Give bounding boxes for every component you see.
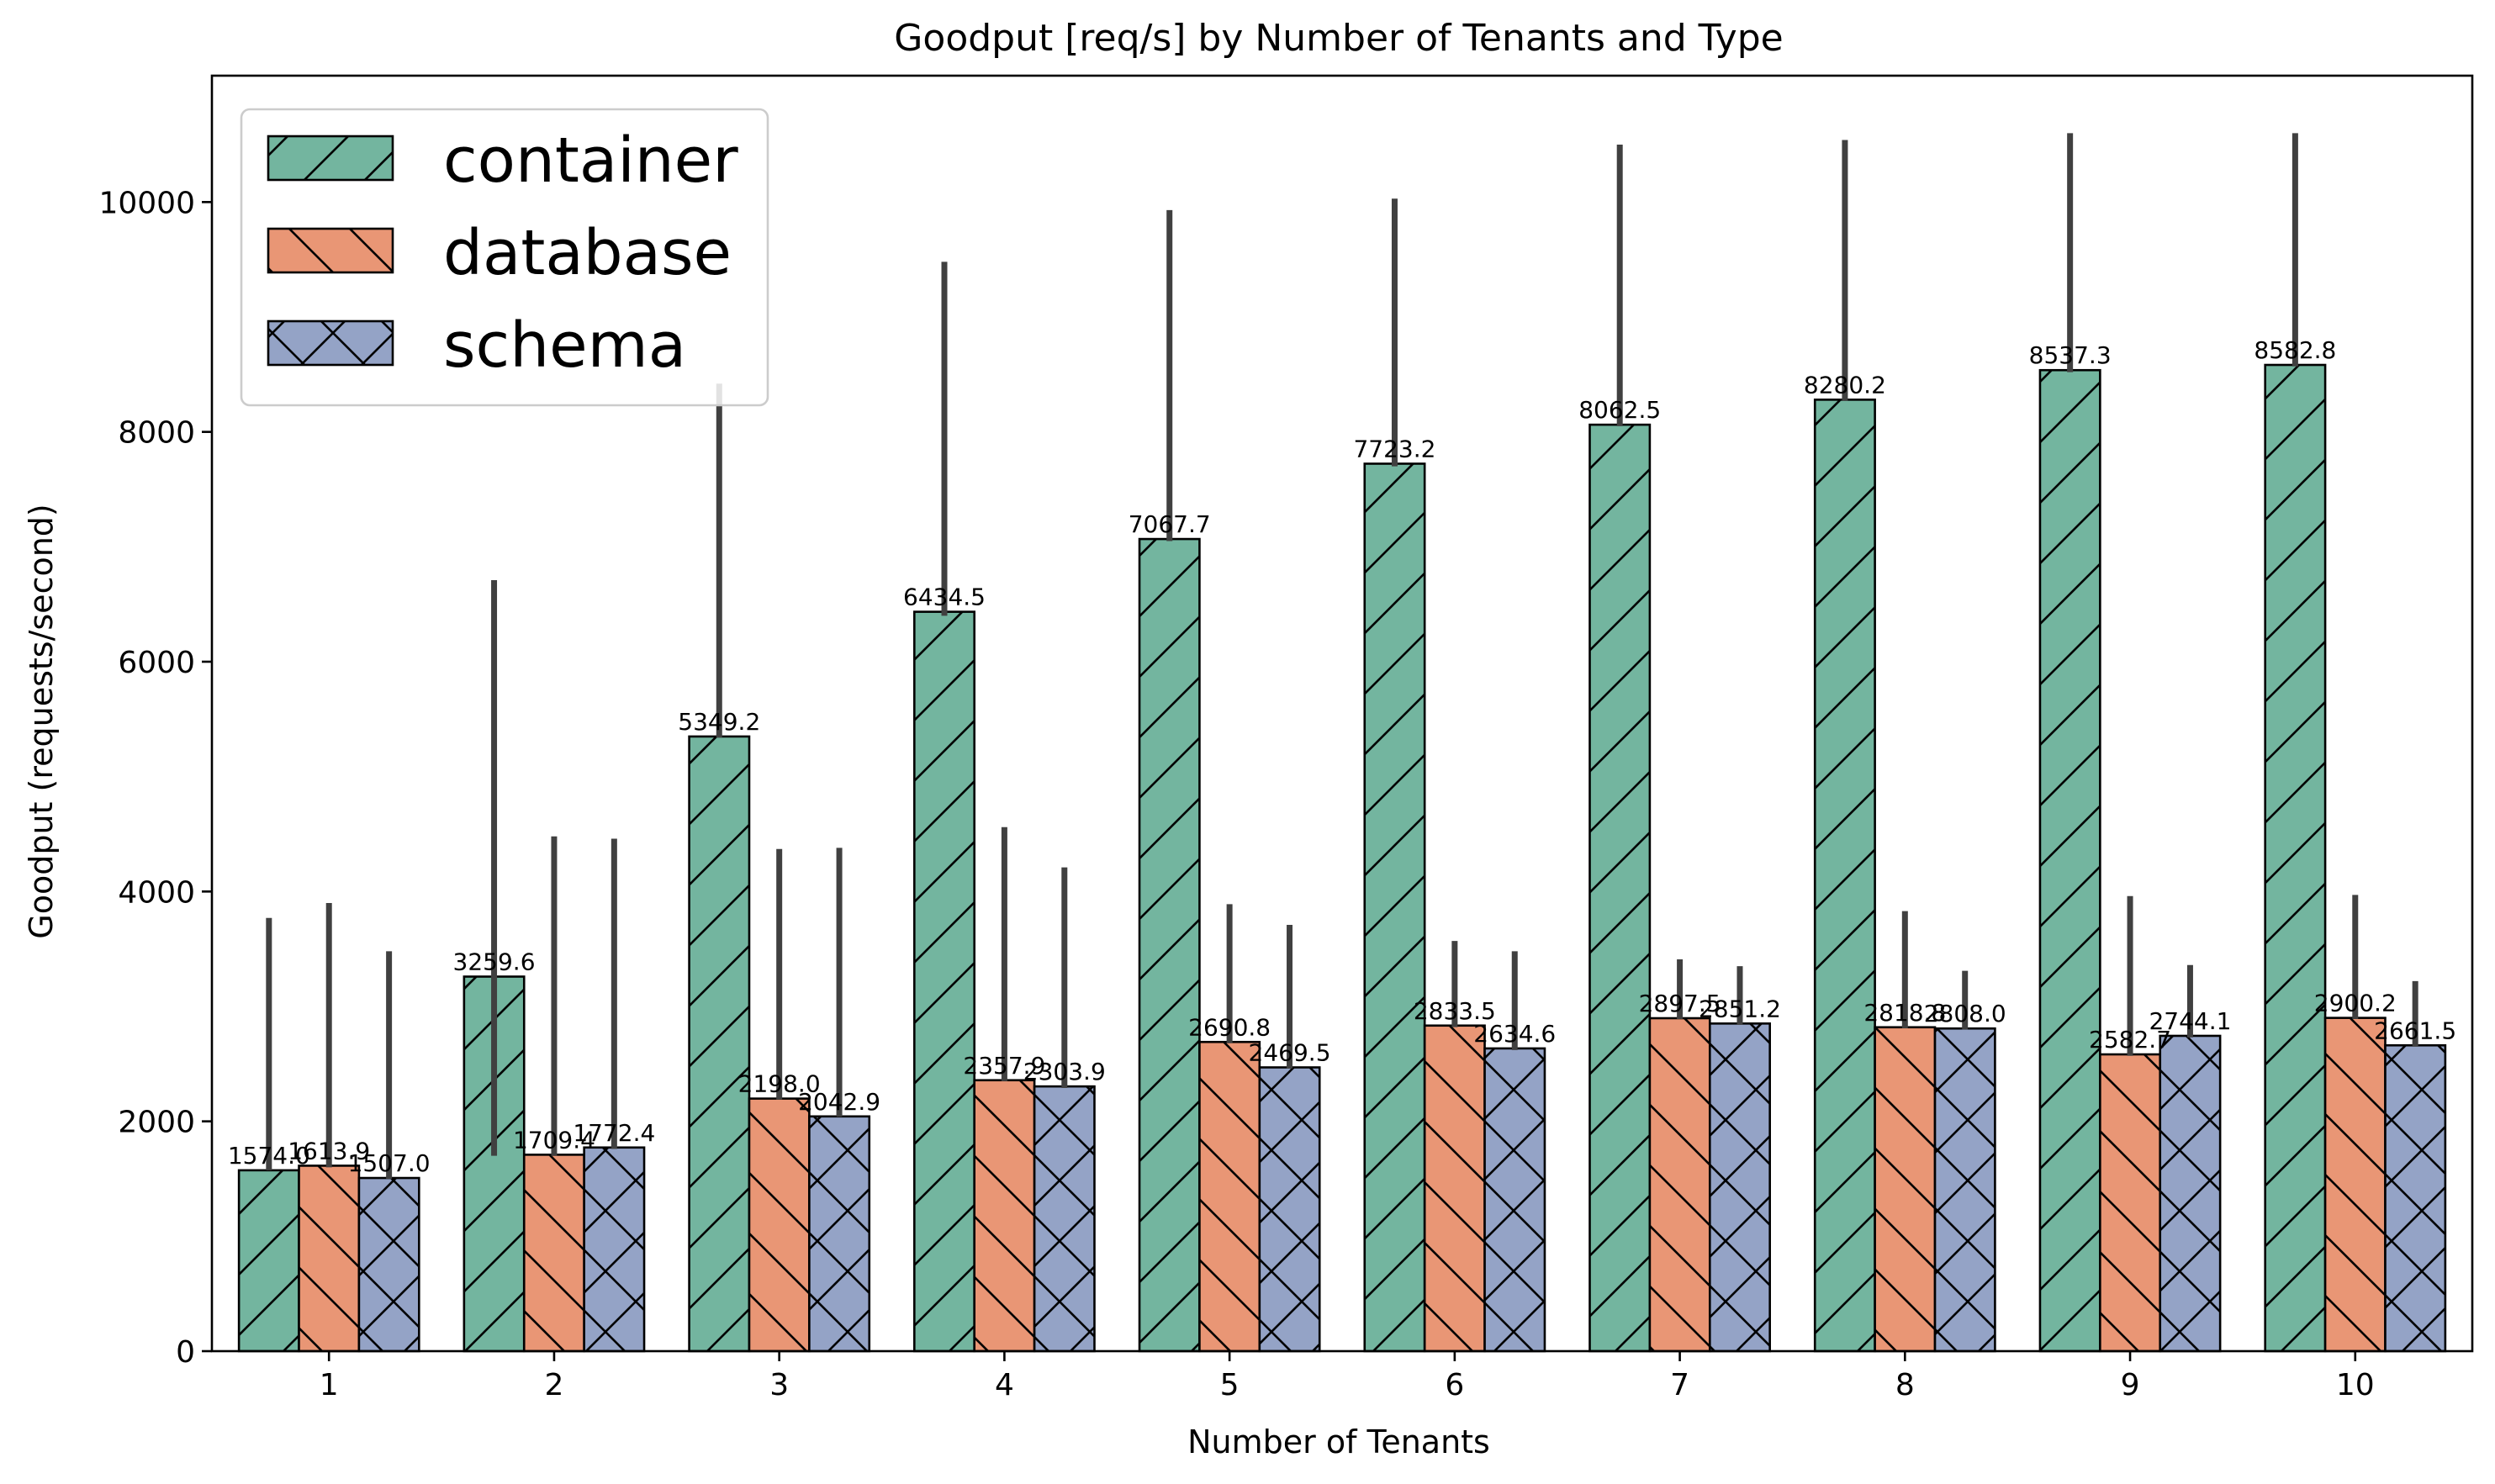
bar-hatch-schema-8 [1933,1027,1996,1353]
y-tick-label: 0 [176,1335,195,1370]
bar-hatch-schema-3 [808,1115,871,1353]
data-label-schema-8: 2808.0 [1924,1000,2006,1027]
error-bars-layer [266,133,2418,1179]
data-label-container-8: 8280.2 [1804,371,1886,399]
bar-hatch-container-1 [237,1169,300,1353]
bar-hatch-database-10 [2323,1017,2387,1353]
data-label-database-8: 2818.8 [1863,999,1946,1027]
plot-frame [210,74,2474,1353]
legend-swatch-hatch-database [267,227,394,274]
bar-hatch-container-9 [2038,368,2101,1353]
data-label-database-3: 2198.0 [738,1070,821,1098]
bar-hatch-database-1 [298,1164,361,1353]
bar-hatch-container-3 [688,735,751,1353]
data-label-database-2: 1709.4 [513,1126,595,1154]
bar-hatch-database-7 [1648,1017,1711,1353]
data-label-database-9: 2582.7 [2089,1026,2171,1054]
x-tick-label: 1 [320,1368,339,1402]
data-label-schema-9: 2744.1 [2149,1007,2231,1035]
axes-layer: 0 2000 4000 6000 8000 10000 1 2 3 4 5 6 7 8 9 10 [98,74,2474,1402]
bar-hatch-schema-2 [583,1146,646,1353]
bar-hatch-schema-9 [2159,1034,2222,1353]
data-label-container-1: 1574.0 [228,1142,310,1170]
data-label-database-5: 2690.8 [1188,1013,1271,1041]
legend-swatch-hatch-container [267,135,394,182]
x-tick-label: 5 [1220,1368,1240,1402]
data-label-container-10: 8582.8 [2254,336,2336,364]
data-labels-layer: 1574.0 3259.6 5349.2 6434.5 7067.7 7723.2 8062… [228,336,2456,1177]
y-tick-label: 2000 [118,1106,195,1140]
x-tick-label: 7 [1670,1368,1689,1402]
data-label-container-9: 8537.3 [2029,341,2112,369]
x-tick-label: 2 [544,1368,563,1402]
x-tick-label: 4 [995,1368,1014,1402]
bar-hatch-container-8 [1813,399,1876,1353]
bar-hatch-database-5 [1198,1040,1261,1353]
bar-hatch-schema-7 [1708,1022,1771,1353]
legend-swatch-hatch-schema [267,320,394,367]
data-label-database-10: 2900.2 [2314,990,2397,1017]
bar-hatch-database-9 [2099,1053,2162,1353]
bar-hatch-database-2 [522,1154,585,1353]
data-label-container-3: 5349.2 [678,708,760,736]
bars-layer [237,363,2447,1353]
y-tick-label: 6000 [118,646,195,680]
data-label-schema-7: 2851.2 [1699,995,1781,1022]
bar-hatch-container-6 [1363,462,1426,1353]
x-tick-label: 8 [1895,1368,1915,1402]
data-label-schema-5: 2469.5 [1249,1039,1331,1067]
data-label-container-5: 7067.7 [1129,510,1211,538]
bar-hatch-container-4 [913,610,976,1353]
x-tick-label: 9 [2121,1368,2140,1402]
data-label-schema-3: 2042.9 [798,1088,880,1116]
data-label-schema-10: 2661.5 [2374,1017,2456,1044]
data-label-schema-6: 2634.6 [1473,1020,1556,1048]
bar-hatch-schema-10 [2384,1043,2447,1353]
data-label-database-7: 2897.5 [1639,990,1721,1017]
data-label-database-1: 1613.9 [288,1137,370,1164]
bar-hatch-schema-1 [357,1176,420,1353]
bar-hatch-schema-6 [1483,1047,1546,1353]
data-label-schema-2: 1772.4 [573,1119,655,1147]
y-tick-label: 4000 [118,875,195,910]
data-label-container-7: 8062.5 [1578,396,1661,424]
bar-hatch-container-5 [1138,537,1201,1353]
data-label-database-4: 2357.9 [963,1052,1045,1080]
bar-hatch-database-3 [748,1097,811,1353]
bar-hatch-schema-5 [1258,1066,1321,1353]
data-label-container-6: 7723.2 [1353,435,1435,462]
x-tick-label: 10 [2336,1368,2375,1402]
bar-hatch-database-4 [973,1079,1036,1353]
y-axis-label: Goodput (requests/second) [23,504,60,938]
legend: container database schema [240,108,769,407]
x-tick-label: 3 [769,1368,789,1402]
bar-hatch-container-10 [2264,363,2327,1353]
legend-label-container: container [443,124,738,197]
data-label-database-6: 2833.5 [1414,997,1496,1025]
y-tick-label: 8000 [118,416,195,451]
bar-hatch-container-7 [1588,423,1652,1353]
data-label-schema-1: 1507.0 [348,1149,431,1177]
chart-title: Goodput [req/s] by Number of Tenants and… [894,17,1783,60]
legend-label-database: database [443,217,732,289]
x-axis-label: Number of Tenants [1187,1423,1490,1460]
bar-hatch-database-8 [1874,1026,1937,1353]
legend-label-schema: schema [443,309,686,382]
data-label-schema-4: 2303.9 [1023,1058,1106,1085]
data-label-container-4: 6434.5 [903,584,986,611]
bar-hatch-schema-4 [1033,1085,1096,1353]
x-tick-label: 6 [1445,1368,1464,1402]
y-tick-label: 10000 [98,186,195,220]
bar-hatch-database-6 [1423,1024,1486,1353]
data-label-container-2: 3259.6 [453,948,536,976]
